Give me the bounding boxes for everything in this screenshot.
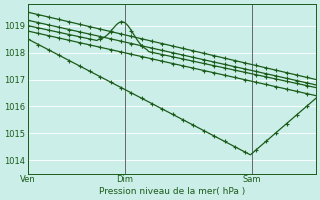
- X-axis label: Pression niveau de la mer( hPa ): Pression niveau de la mer( hPa ): [99, 187, 245, 196]
